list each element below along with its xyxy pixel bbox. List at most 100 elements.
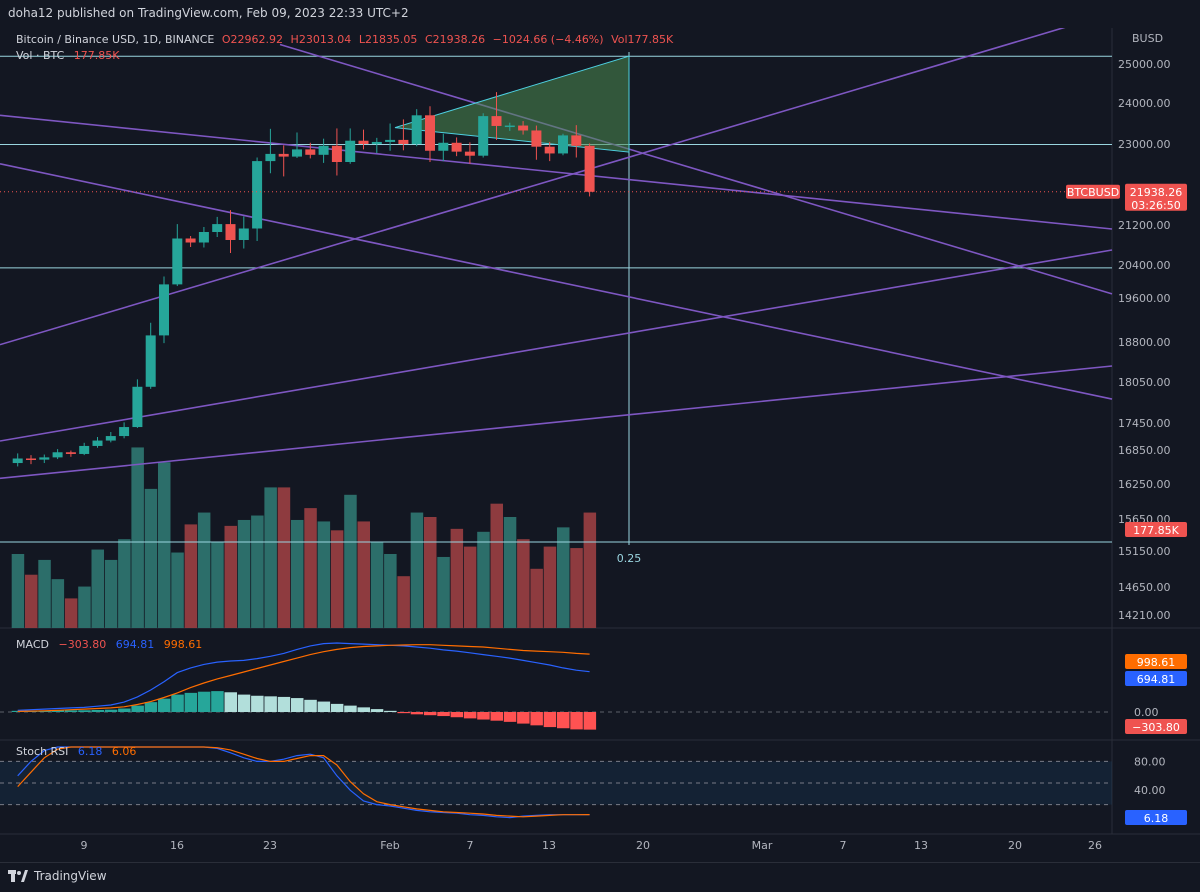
macd-histogram-bar [317, 701, 331, 712]
volume-badge-text: 177.85K [1133, 524, 1179, 537]
footer-bar: TradingView [0, 862, 1200, 892]
macd-histogram-bar [424, 712, 437, 716]
candle-body [252, 161, 263, 229]
y-tick-label: 20400.00 [1118, 259, 1171, 272]
macd-legend: MACD −303.80 694.81 998.61 [16, 638, 202, 651]
candle-body [531, 130, 542, 147]
macd-histogram-bar [224, 692, 237, 712]
last-price-badge-text: 03:26:50 [1131, 199, 1180, 212]
brand-text: TradingView [34, 869, 107, 883]
ohlc-high: H23013.04 [290, 33, 352, 46]
macd-histogram-bar [490, 712, 503, 721]
triangle-pattern [394, 55, 630, 153]
volume-bar [25, 574, 38, 628]
macd-histogram-bar [78, 710, 91, 712]
stoch-k-badge-text: 6.18 [1144, 812, 1169, 825]
y-tick-label: 24000.00 [1118, 97, 1171, 110]
y-tick-label: 18050.00 [1118, 376, 1171, 389]
stoch-k-badge-bg [1125, 810, 1187, 825]
candle-body [478, 116, 489, 156]
x-tick-label: 26 [1088, 839, 1102, 852]
macd-histogram-bar [91, 709, 104, 712]
macd-hist-value: −303.80 [58, 638, 107, 651]
macd-histogram-bar [570, 712, 583, 730]
volume-bar [184, 524, 198, 628]
candle-body [278, 153, 289, 157]
macd-histogram-bar [264, 696, 277, 712]
macd-histogram-bar [437, 712, 450, 717]
stoch-d-value: 6.06 [111, 745, 137, 758]
last-price-badge-text: 21938.26 [1130, 186, 1183, 199]
volume-bar [437, 556, 450, 628]
volume-bar [11, 554, 25, 628]
candle-body [12, 458, 23, 464]
volume-bar [51, 579, 65, 628]
y-tick-label: 18800.00 [1118, 336, 1171, 349]
volume-bar [330, 530, 344, 628]
candle-body [584, 145, 595, 192]
price-chart[interactable]: 0.25 BUSD 25000.00 24000.00 23000.00 21200.0… [0, 28, 1200, 862]
macd-histogram-bar [131, 705, 144, 712]
trend-line [0, 365, 1113, 480]
macd-histogram-bar [530, 712, 543, 726]
volume-bar [277, 487, 291, 628]
macd-histogram-bar [64, 710, 78, 712]
macd-histogram-bar [118, 708, 131, 712]
macd-histogram-bar [543, 712, 557, 728]
candle-body [238, 228, 249, 240]
stoch-k-value: 6.18 [77, 745, 103, 758]
trend-line [279, 43, 1113, 295]
macd-histogram-bar [237, 694, 251, 712]
volume-value: 177.85K [73, 49, 120, 62]
volume-bar [91, 549, 104, 628]
macd-histogram-bar [370, 709, 384, 712]
candle-body [65, 452, 76, 454]
volume-bar [237, 519, 251, 628]
volume-bar [463, 546, 477, 628]
volume-bar [144, 488, 158, 628]
candle-body [331, 145, 342, 162]
stoch-d-line [17, 746, 590, 818]
macd-histogram-bar [357, 707, 370, 712]
macd-histogram-bar [291, 698, 304, 712]
ohlc-vol: Vol177.85K [611, 33, 674, 46]
x-tick-label: 13 [914, 839, 928, 852]
candle-body [172, 238, 183, 285]
macd-axis-label: 0.00 [1134, 706, 1159, 719]
x-tick-label: 7 [467, 839, 474, 852]
candle-body [305, 149, 316, 155]
macd-histogram-bar [450, 712, 464, 718]
volume-bar [370, 542, 384, 628]
macd-histogram-bar [51, 710, 65, 712]
x-tick-label: 20 [1008, 839, 1022, 852]
candle-body [225, 224, 236, 240]
ohlc-open: O22962.92 [221, 33, 284, 46]
ohlc-low: L21835.05 [358, 33, 418, 46]
volume-bar [317, 521, 331, 628]
macd-line-value: 694.81 [115, 638, 155, 651]
volume-bar [530, 568, 543, 628]
macd-hist-badge-bg [1125, 719, 1187, 734]
chart-title: Bitcoin / Binance USD, 1D, BINANCE [16, 33, 215, 46]
candle-body [119, 427, 130, 437]
macd-histogram-bar [477, 712, 490, 720]
candle-body [398, 139, 409, 144]
volume-bar [543, 546, 557, 628]
candle-body [464, 151, 475, 156]
y-tick-label: 21200.00 [1118, 219, 1171, 232]
volume-bar [344, 494, 357, 628]
tradingview-logo[interactable]: TradingView [8, 869, 107, 883]
volume-bar [503, 517, 517, 628]
candle-body [39, 457, 50, 460]
fib-label: 0.25 [617, 552, 642, 565]
volume-legend: Vol · BTC 177.85K [16, 49, 119, 62]
y-tick-label: 23000.00 [1118, 138, 1171, 151]
y-tick-label: 17450.00 [1118, 417, 1171, 430]
volume-bar [291, 519, 304, 628]
candle-body [26, 458, 36, 460]
macd-histogram-bar [304, 699, 317, 712]
x-tick-label: 20 [636, 839, 650, 852]
candle-body [518, 125, 529, 131]
symbol-legend: Bitcoin / Binance USD, 1D, BINANCE O2296… [16, 33, 673, 46]
volume-bar [131, 447, 144, 628]
